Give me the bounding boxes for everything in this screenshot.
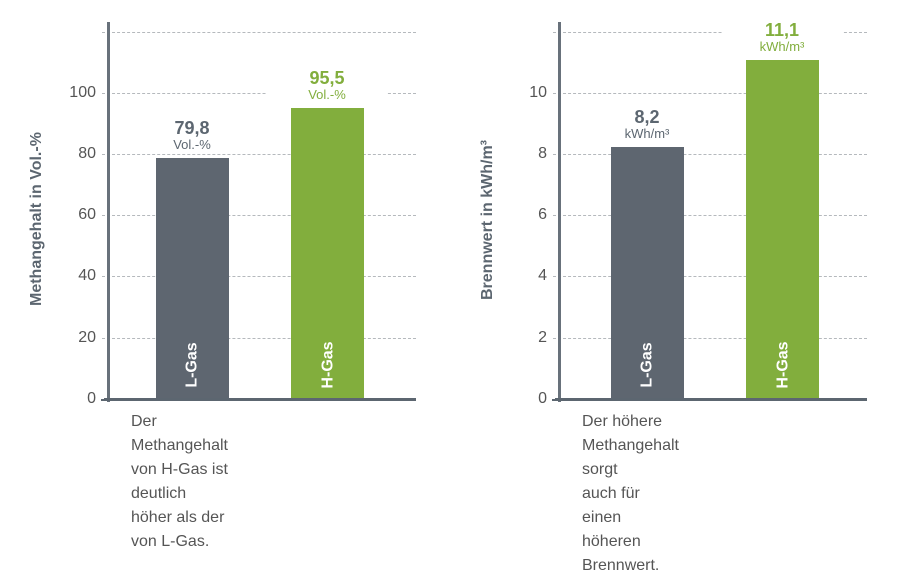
- value-label-l-gas: 79,8 Vol.-%: [132, 118, 252, 152]
- y-tick-label: 10: [529, 84, 547, 101]
- x-axis: [104, 398, 416, 401]
- bar-label-l-gas: L-Gas: [183, 342, 201, 388]
- y-axis: [107, 22, 110, 402]
- gridline: [553, 154, 867, 155]
- bar-h-gas: [291, 108, 364, 399]
- value-label-h-gas: 11,1 kWh/m³: [722, 20, 842, 54]
- bar-label-h-gas: H-Gas: [774, 341, 792, 389]
- axis-tick: [101, 399, 109, 401]
- axis-tick: [552, 399, 560, 401]
- y-tick-label: 80: [78, 145, 96, 162]
- gridline: [102, 93, 416, 94]
- y-tick-label: 4: [538, 267, 547, 284]
- bar-h-gas: [746, 60, 819, 399]
- y-tick-label: 20: [78, 329, 96, 346]
- bar-label-h-gas: H-Gas: [319, 341, 337, 389]
- x-axis: [555, 398, 867, 401]
- gridline: [553, 338, 867, 339]
- y-tick-label: 2: [538, 329, 547, 346]
- gridline: [553, 215, 867, 216]
- gridline: [102, 154, 416, 155]
- bar-l-gas: [611, 147, 684, 399]
- value-label-l-gas: 8,2 kWh/m³: [587, 107, 707, 141]
- gridline: [553, 93, 867, 94]
- caption: Der höhere Methangehalt sorgt auch für e…: [582, 413, 679, 574]
- y-tick-label: 40: [78, 267, 96, 284]
- gridline: [102, 276, 416, 277]
- y-axis-title: Brennwert in kWh/m³: [479, 139, 496, 300]
- y-tick-label: 0: [87, 390, 96, 407]
- gridline: [553, 32, 867, 33]
- gridline: [102, 215, 416, 216]
- gridline: [102, 32, 416, 33]
- bar-l-gas: [156, 158, 229, 399]
- y-tick-label: 100: [69, 84, 96, 101]
- y-axis-title: Methangehalt in Vol.-%: [28, 132, 45, 306]
- gridline: [553, 276, 867, 277]
- y-tick-label: 60: [78, 206, 96, 223]
- gridline: [102, 338, 416, 339]
- y-tick-label: 6: [538, 206, 547, 223]
- value-label-h-gas: 95,5 Vol.-%: [267, 68, 387, 102]
- y-tick-label: 8: [538, 145, 547, 162]
- y-tick-label: 0: [538, 390, 547, 407]
- caption: Der Methangehalt von H-Gas ist deutlich …: [131, 413, 228, 550]
- y-axis: [558, 22, 561, 402]
- bar-label-l-gas: L-Gas: [638, 342, 656, 388]
